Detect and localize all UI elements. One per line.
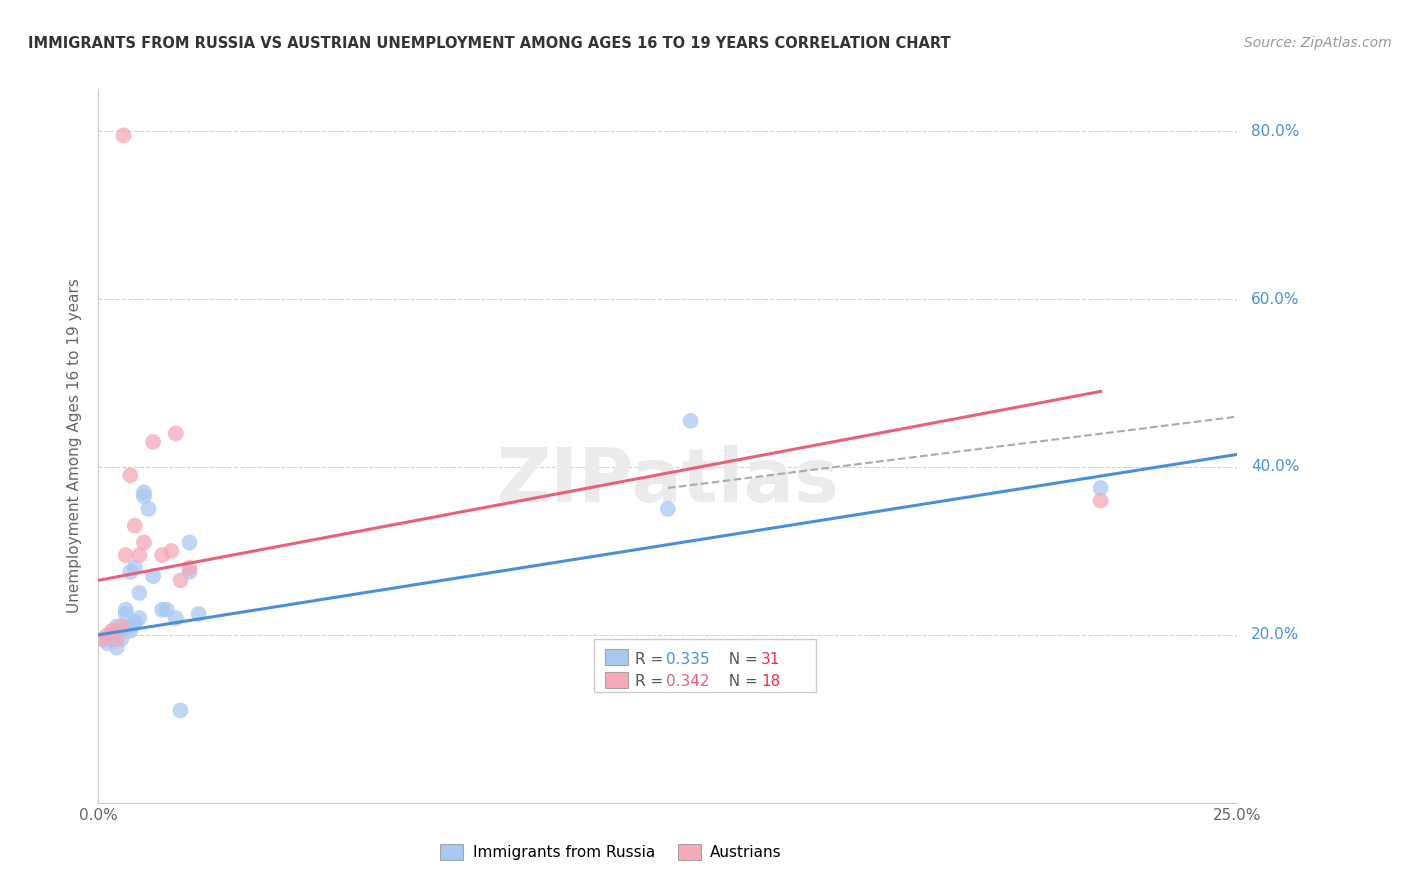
- Point: [128, 611, 150, 625]
- Point: [142, 569, 165, 583]
- Point: [110, 619, 132, 633]
- Text: ZIPatlas: ZIPatlas: [496, 445, 839, 518]
- Point: [112, 128, 135, 143]
- Text: R =: R =: [634, 674, 668, 689]
- Point: [120, 468, 142, 483]
- Point: [120, 565, 142, 579]
- Text: 60.0%: 60.0%: [1251, 292, 1299, 307]
- Point: [132, 535, 155, 549]
- Point: [179, 535, 201, 549]
- Point: [128, 548, 150, 562]
- Point: [169, 574, 191, 588]
- Point: [124, 560, 146, 574]
- Point: [150, 548, 173, 562]
- Text: 0.342: 0.342: [665, 674, 709, 689]
- Point: [91, 632, 114, 646]
- Text: 80.0%: 80.0%: [1251, 124, 1299, 138]
- Text: 31: 31: [761, 651, 780, 666]
- Point: [132, 485, 155, 500]
- Point: [91, 632, 114, 646]
- Point: [124, 518, 146, 533]
- Point: [156, 603, 179, 617]
- Point: [105, 632, 128, 646]
- Point: [96, 628, 118, 642]
- Point: [114, 603, 136, 617]
- Point: [165, 426, 187, 441]
- Point: [142, 434, 165, 449]
- Point: [114, 607, 136, 621]
- Point: [110, 624, 132, 638]
- Point: [138, 502, 160, 516]
- Text: 40.0%: 40.0%: [1251, 459, 1299, 475]
- Legend: Immigrants from Russia, Austrians: Immigrants from Russia, Austrians: [434, 838, 787, 866]
- Point: [110, 632, 132, 646]
- Text: 18: 18: [761, 674, 780, 689]
- Point: [124, 615, 146, 630]
- Point: [114, 548, 136, 562]
- Text: IMMIGRANTS FROM RUSSIA VS AUSTRIAN UNEMPLOYMENT AMONG AGES 16 TO 19 YEARS CORREL: IMMIGRANTS FROM RUSSIA VS AUSTRIAN UNEMP…: [28, 36, 950, 51]
- Point: [160, 544, 183, 558]
- Point: [120, 619, 142, 633]
- Point: [179, 560, 201, 574]
- Text: N =: N =: [718, 651, 762, 666]
- Text: Source: ZipAtlas.com: Source: ZipAtlas.com: [1244, 36, 1392, 50]
- Point: [187, 607, 209, 621]
- Point: [105, 619, 128, 633]
- Point: [150, 603, 173, 617]
- Point: [679, 414, 702, 428]
- Point: [96, 636, 118, 650]
- Point: [179, 565, 201, 579]
- Point: [165, 611, 187, 625]
- Point: [132, 489, 155, 503]
- Point: [169, 703, 191, 717]
- Text: 0.335: 0.335: [665, 651, 709, 666]
- Point: [105, 640, 128, 655]
- Point: [120, 624, 142, 638]
- Point: [1090, 493, 1112, 508]
- Point: [101, 624, 124, 638]
- Text: 20.0%: 20.0%: [1251, 627, 1299, 642]
- Point: [1090, 481, 1112, 495]
- Point: [128, 586, 150, 600]
- Point: [657, 502, 679, 516]
- Text: R =: R =: [634, 651, 668, 666]
- Text: N =: N =: [718, 674, 762, 689]
- Point: [101, 628, 124, 642]
- Point: [101, 632, 124, 646]
- Y-axis label: Unemployment Among Ages 16 to 19 years: Unemployment Among Ages 16 to 19 years: [67, 278, 83, 614]
